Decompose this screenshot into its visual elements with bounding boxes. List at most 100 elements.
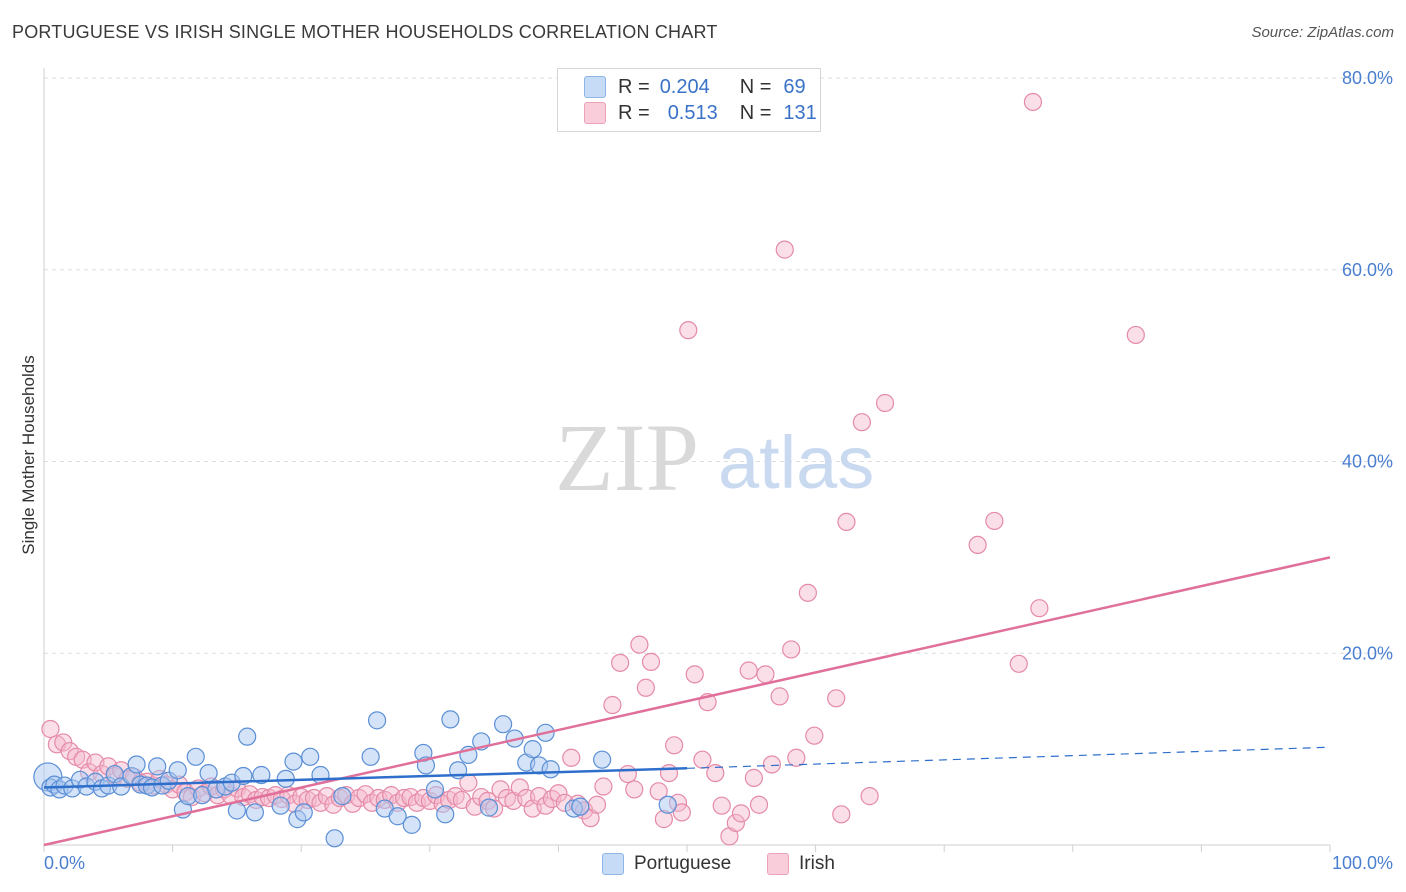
bottom-legend-portuguese[interactable]: Portuguese [602, 853, 731, 875]
data-point-irish [805, 726, 824, 745]
data-point-irish [852, 413, 871, 432]
data-point-irish [587, 795, 607, 814]
data-point-irish [798, 583, 817, 602]
data-point-irish [860, 787, 879, 806]
data-point-irish [749, 795, 769, 814]
data-point-irish [611, 653, 630, 672]
data-point-portuguese [148, 757, 167, 776]
legend-swatch-irish [584, 102, 606, 124]
legend-r-label: R = [618, 75, 650, 98]
data-point-irish [562, 748, 581, 767]
data-point-portuguese [479, 798, 499, 817]
legend-row-portuguese: R = 0.204 N = 69 [584, 75, 806, 99]
data-point-portuguese [402, 815, 421, 834]
data-point-portuguese [333, 787, 352, 806]
data-point-irish [536, 796, 555, 815]
data-point-portuguese [186, 747, 205, 766]
data-point-irish [618, 764, 637, 784]
legend-n-value: 69 [783, 75, 806, 98]
data-point-portuguese [325, 829, 344, 848]
data-point-portuguese [388, 807, 407, 826]
legend-row-irish: R = 0.513 N = 131 [584, 101, 817, 125]
data-point-irish [649, 782, 668, 801]
data-point-portuguese [245, 803, 265, 822]
data-point-irish [1030, 599, 1049, 618]
data-point-portuguese [301, 747, 320, 766]
bottom-legend-label-irish: Irish [799, 853, 835, 874]
trend-line-portuguese [43, 767, 688, 789]
data-point-irish [679, 321, 698, 340]
data-point-irish [968, 535, 987, 555]
data-point-portuguese [361, 747, 380, 766]
watermark-zip: ZIP [555, 404, 699, 511]
data-point-irish [636, 678, 655, 697]
data-point-irish [837, 512, 856, 532]
data-point-irish [659, 763, 679, 783]
data-point-irish [731, 804, 751, 823]
legend-n-label: N = [739, 75, 772, 98]
data-point-portuguese [284, 752, 303, 771]
data-point-portuguese [199, 763, 218, 783]
data-point-irish [630, 635, 649, 654]
watermark-atlas: atlas [718, 421, 874, 504]
data-point-irish [739, 661, 758, 680]
bottom-legend-swatch-irish [767, 853, 789, 875]
data-point-irish [1009, 654, 1028, 673]
tick-labels: 20.0% 40.0% 60.0% 80.0% 0.0% 100.0% [44, 68, 1393, 873]
bottom-legend-irish[interactable]: Irish [767, 853, 835, 875]
data-point-irish [693, 750, 712, 769]
y-tick-label: 60.0% [1342, 260, 1393, 280]
data-point-irish [1023, 92, 1043, 112]
data-point-irish [594, 777, 613, 796]
data-point-irish [672, 803, 691, 822]
data-point-irish [782, 640, 801, 659]
data-point-portuguese [127, 755, 146, 774]
data-point-irish [685, 665, 704, 684]
trend-line-portuguese-extension [686, 746, 1331, 769]
source-label: Source: ZipAtlas.com [1251, 24, 1394, 41]
data-point-irish [603, 695, 622, 715]
data-point-irish [770, 687, 789, 706]
stats-legend: R = 0.204 N = 69 R = 0.513 N = 131 [557, 68, 821, 132]
data-point-irish [762, 755, 781, 774]
legend-n-label: N = [739, 101, 772, 124]
legend-r-label: R = [618, 101, 650, 124]
data-point-irish [41, 719, 60, 739]
legend-n-value: 131 [783, 101, 817, 124]
data-point-irish [827, 689, 846, 708]
x-tick-label: 0.0% [44, 853, 85, 873]
data-point-irish [875, 393, 895, 413]
data-point-irish [775, 240, 794, 259]
bottom-legend: Portuguese Irish [0, 851, 1406, 879]
legend-r-value: 0.513 [667, 101, 718, 124]
trend-lines [43, 556, 1331, 847]
data-point-irish [744, 768, 763, 787]
data-point-portuguese [238, 727, 257, 746]
data-point-portuguese [294, 803, 313, 822]
data-point-irish [985, 511, 1004, 531]
data-point-irish [510, 778, 529, 797]
chart-title: PORTUGUESE VS IRISH SINGLE MOTHER HOUSEH… [12, 22, 718, 42]
y-tick-label: 40.0% [1342, 452, 1393, 472]
data-point-portuguese [494, 715, 513, 734]
data-point-portuguese [436, 805, 455, 824]
data-point-portuguese [367, 711, 387, 730]
legend-swatch-portuguese [584, 76, 606, 98]
data-point-irish [706, 763, 725, 783]
data-point-irish [1126, 325, 1145, 345]
bottom-legend-swatch-portuguese [602, 853, 624, 875]
data-point-portuguese [227, 801, 246, 820]
data-point-portuguese [658, 795, 677, 814]
data-point-irish [625, 780, 644, 799]
y-tick-label: 20.0% [1342, 643, 1393, 663]
data-point-irish [787, 748, 806, 767]
y-axis-label: Single Mother Households [19, 355, 38, 554]
trend-line-irish [43, 556, 1331, 847]
grid-lines [44, 77, 1392, 654]
data-point-irish [832, 805, 851, 824]
data-point-portuguese [441, 710, 460, 729]
data-point-portuguese [593, 750, 612, 769]
data-point-irish [549, 784, 568, 803]
axes [43, 68, 1331, 852]
